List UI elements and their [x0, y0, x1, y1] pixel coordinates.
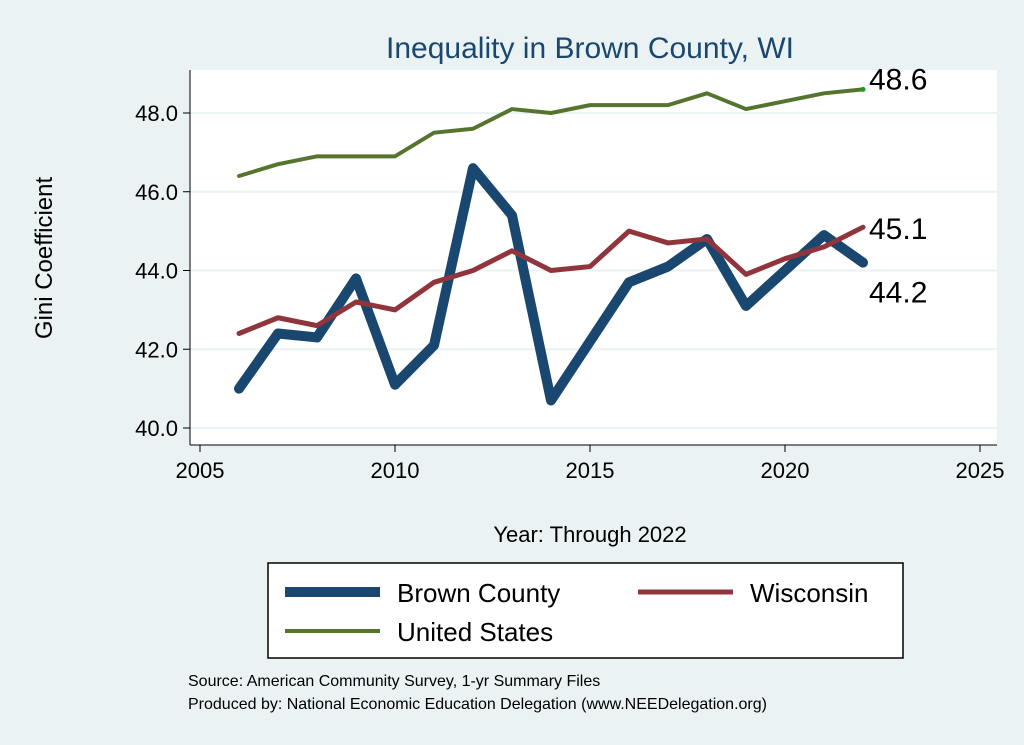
x-axis-label: Year: Through 2022: [493, 522, 686, 547]
x-tick-label: 2010: [371, 458, 420, 483]
x-tick-label: 2005: [176, 458, 225, 483]
end-label-united-states: 48.6: [869, 63, 927, 96]
series-line-brown-county: [234, 163, 868, 406]
legend: Brown County Wisconsin United States: [267, 562, 904, 659]
x-tick-label: 2020: [761, 458, 810, 483]
end-label-brown-county: 44.2: [869, 277, 927, 310]
end-label-wisconsin: 45.1: [869, 213, 927, 246]
source-note: Source: American Community Survey, 1-yr …: [188, 673, 600, 690]
legend-label-brown-county: Brown County: [397, 578, 560, 608]
legend-label-wisconsin: Wisconsin: [750, 578, 868, 608]
x-tick-label: 2015: [566, 458, 615, 483]
producer-note: Produced by: National Economic Education…: [188, 696, 767, 713]
y-tick-label: 44.0: [135, 259, 178, 284]
chart-title: Inequality in Brown County, WI: [386, 32, 794, 65]
y-tick-label: 42.0: [135, 337, 178, 362]
series-line-united-states: [237, 87, 865, 178]
end-marker-united-states: [860, 86, 866, 92]
x-tick-label: 2025: [956, 458, 1005, 483]
plot-area: [190, 70, 997, 445]
y-tick-label: 46.0: [135, 180, 178, 205]
y-axis-label: Gini Coefficient: [31, 177, 58, 340]
y-tick-label: 40.0: [135, 416, 178, 441]
y-tick-label: 48.0: [135, 101, 178, 126]
series-line-wisconsin: [236, 224, 866, 336]
legend-label-united-states: United States: [397, 617, 553, 647]
